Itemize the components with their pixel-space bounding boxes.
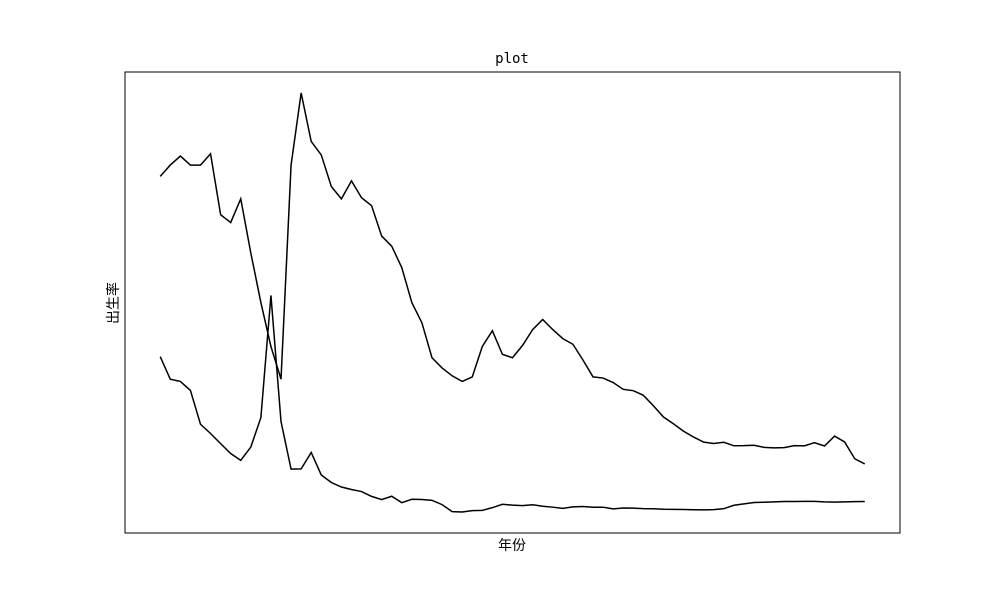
x-axis-label: 年份 <box>498 538 526 554</box>
line-series <box>159 295 865 513</box>
axes-frame <box>124 71 901 534</box>
chart-title: plot <box>495 51 529 67</box>
line-series <box>159 92 866 465</box>
y-axis-label: 出生率 <box>105 282 122 324</box>
